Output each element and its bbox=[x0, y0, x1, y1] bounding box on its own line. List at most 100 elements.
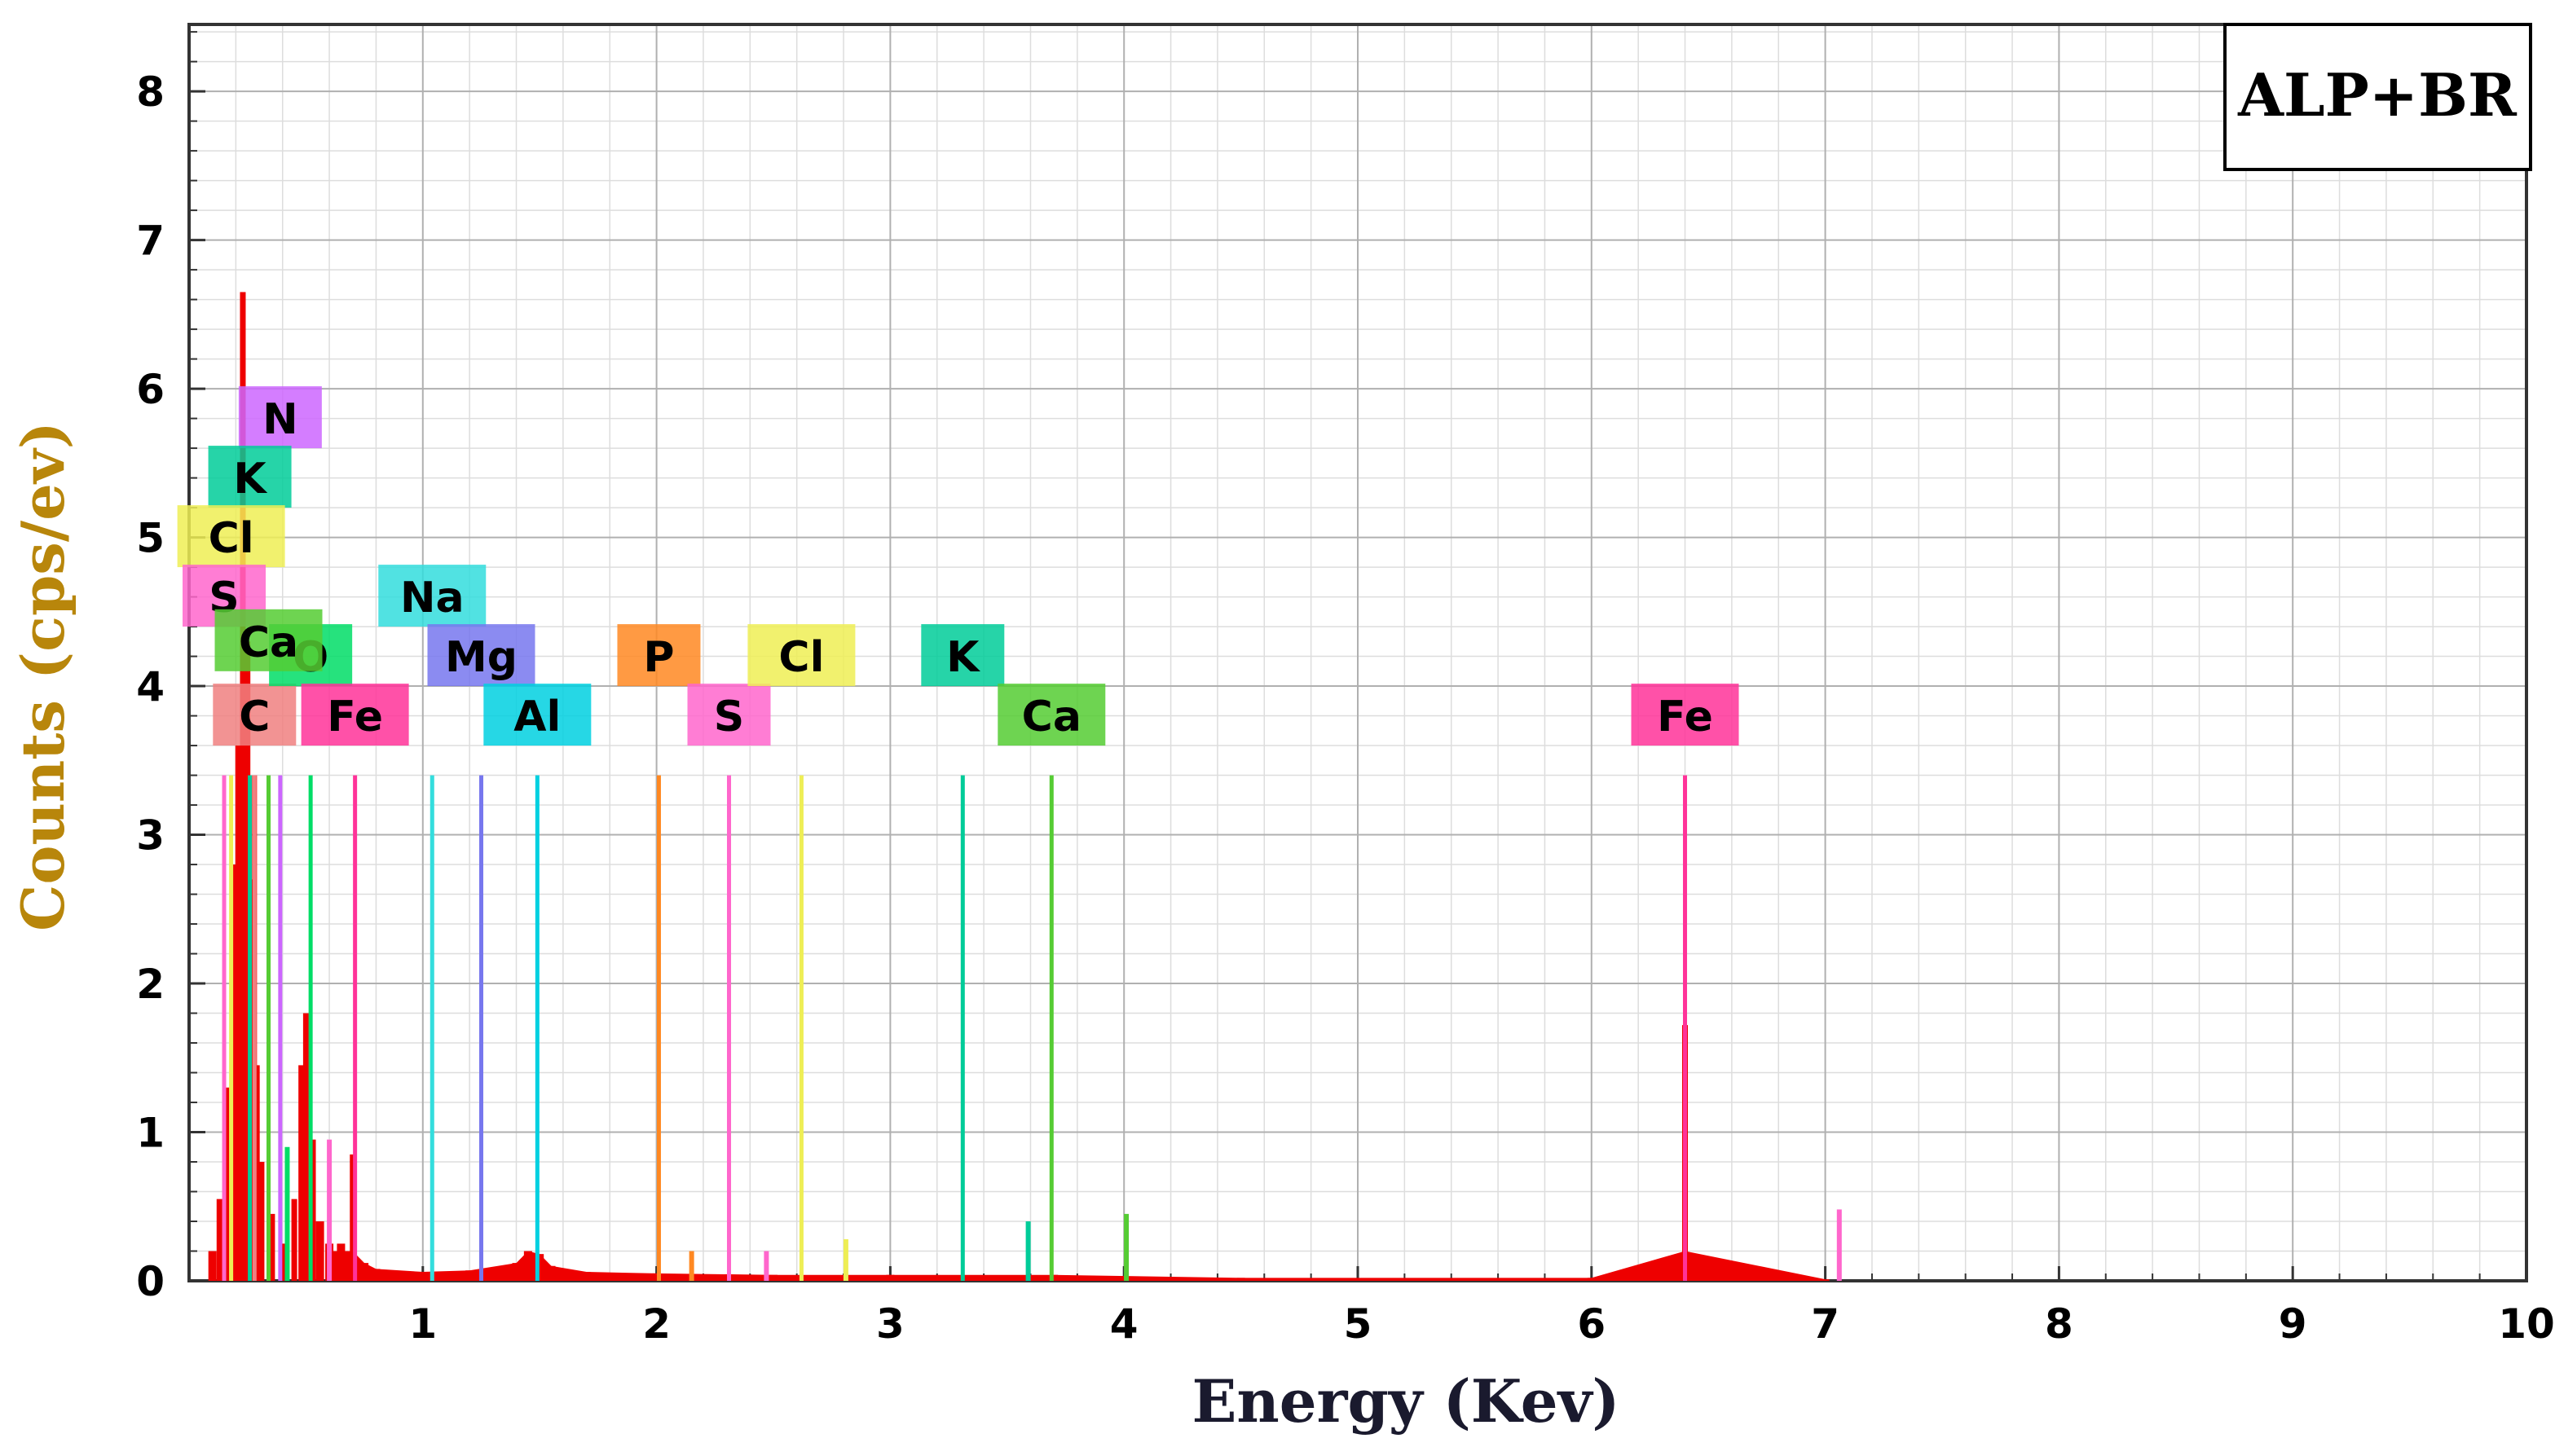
spectrum-bar bbox=[223, 1087, 230, 1281]
element-label-text: Cl bbox=[209, 514, 254, 563]
y-tick-label: 3 bbox=[136, 812, 165, 860]
element-line-n bbox=[278, 775, 283, 1281]
minor-peak-line bbox=[764, 1251, 769, 1281]
element-label-bg bbox=[998, 684, 1106, 746]
element-label-na: Na bbox=[378, 565, 487, 627]
element-label-bg bbox=[1631, 684, 1739, 746]
x-tick-label: 10 bbox=[2498, 1300, 2555, 1348]
element-line-s bbox=[727, 775, 732, 1281]
legend-frame bbox=[2223, 23, 2532, 171]
element-line-c bbox=[252, 775, 257, 1281]
element-line-k bbox=[960, 775, 965, 1281]
element-line-fe bbox=[353, 775, 358, 1281]
y-tick-label: 8 bbox=[136, 68, 165, 116]
major-gridlines bbox=[188, 24, 2527, 1282]
x-tick-label: 4 bbox=[1110, 1300, 1139, 1348]
element-label-n: N bbox=[238, 386, 322, 449]
x-tick-label: 8 bbox=[2045, 1300, 2073, 1348]
minor-peak-line bbox=[1124, 1213, 1130, 1281]
element-line-al bbox=[535, 775, 540, 1281]
element-label-bg bbox=[177, 505, 285, 568]
element-line-s bbox=[222, 775, 227, 1281]
element-label-text: Al bbox=[513, 693, 561, 741]
y-axis-title: Counts (cps/ev) bbox=[8, 421, 77, 931]
spectrum-bar bbox=[235, 746, 241, 1281]
x-tick-label: 9 bbox=[2279, 1300, 2307, 1348]
element-marker-lines bbox=[222, 775, 1688, 1281]
element-label-text: Fe bbox=[1657, 693, 1713, 741]
spectrum-bar bbox=[298, 1065, 305, 1281]
element-label-ca: Ca bbox=[214, 609, 323, 671]
x-tick-label: 7 bbox=[1811, 1300, 1839, 1348]
spectrum-bar bbox=[315, 1221, 324, 1281]
element-label-k: K bbox=[921, 624, 1005, 687]
element-label-bg bbox=[208, 446, 292, 508]
element-label-fe: Fe bbox=[1631, 684, 1739, 746]
x-tick-label: 1 bbox=[408, 1300, 437, 1348]
y-tick-label: 0 bbox=[136, 1258, 165, 1305]
element-line-na bbox=[430, 775, 434, 1281]
spectrum-bar bbox=[278, 1243, 287, 1281]
y-tick-label: 6 bbox=[136, 366, 165, 413]
spectrum-bar bbox=[258, 1162, 265, 1281]
spectrum-bar bbox=[267, 1213, 275, 1281]
element-label-bg bbox=[213, 684, 297, 746]
y-tick-label: 2 bbox=[136, 961, 165, 1008]
element-label-bg bbox=[617, 624, 701, 687]
element-label-k: K bbox=[208, 446, 292, 508]
x-axis-title: Energy (Kev) bbox=[1192, 1366, 1620, 1436]
spectrum-bar bbox=[291, 1199, 297, 1281]
y-tick-label: 5 bbox=[136, 515, 165, 562]
element-label-c: C bbox=[213, 684, 297, 746]
element-label-bg bbox=[747, 624, 856, 687]
element-label-bg bbox=[427, 624, 535, 687]
element-label-s: S bbox=[687, 684, 771, 746]
element-label-fe: Fe bbox=[301, 684, 409, 746]
element-line-o bbox=[308, 775, 313, 1281]
minor-peak-line bbox=[1836, 1209, 1842, 1281]
y-tick-label: 7 bbox=[136, 218, 165, 265]
minor-peak-line bbox=[843, 1238, 848, 1281]
element-label-text: Na bbox=[400, 574, 465, 622]
element-label-text: N bbox=[262, 395, 298, 444]
spectrum-bar bbox=[240, 292, 246, 1281]
minor-peak-line bbox=[327, 1139, 333, 1281]
x-tick-label: 2 bbox=[642, 1300, 671, 1348]
spectrum-bar bbox=[216, 1199, 222, 1281]
spectrum-bar bbox=[310, 1139, 316, 1281]
x-tick-label: 3 bbox=[876, 1300, 905, 1348]
spectrum-bar bbox=[302, 1013, 309, 1281]
y-axis-ticks: 0 1 2 3 4 5 6 7 8 bbox=[136, 31, 205, 1305]
x-tick-label: 6 bbox=[1577, 1300, 1606, 1348]
spectrum-bar bbox=[244, 641, 251, 1281]
spectrum-bar bbox=[230, 864, 236, 1281]
element-line-ca bbox=[267, 775, 271, 1281]
element-label-cl: Cl bbox=[747, 624, 856, 687]
element-label-bg bbox=[214, 609, 323, 671]
element-line-cl bbox=[799, 775, 804, 1281]
element-label-text: Mg bbox=[445, 633, 518, 682]
minor-peak-line bbox=[284, 1146, 290, 1281]
y-tick-label: 4 bbox=[136, 663, 165, 710]
element-label-text: C bbox=[239, 693, 270, 741]
element-line-p bbox=[656, 775, 661, 1281]
element-label-text: K bbox=[946, 633, 980, 682]
spectrum-bar bbox=[350, 1154, 356, 1281]
x-tick-label: 5 bbox=[1344, 1300, 1372, 1348]
element-label-ca: Ca bbox=[998, 684, 1106, 746]
element-line-fe bbox=[1683, 775, 1688, 1281]
element-label-al: Al bbox=[483, 684, 592, 746]
element-label-text: Fe bbox=[327, 693, 383, 741]
minor-peak-lines bbox=[252, 775, 1842, 1281]
minor-peak-line bbox=[689, 1251, 694, 1281]
element-labels: CNOFeNaMgAlPSClKCaFeKClSCa bbox=[177, 386, 1739, 746]
element-label-bg bbox=[483, 684, 592, 746]
y-tick-label: 1 bbox=[136, 1110, 165, 1157]
element-label-p: P bbox=[617, 624, 701, 687]
element-label-text: K bbox=[233, 455, 267, 504]
element-label-bg bbox=[238, 386, 322, 449]
legend-box: ALP+BR bbox=[2223, 23, 2532, 171]
element-label-cl: Cl bbox=[177, 505, 285, 568]
element-label-bg bbox=[921, 624, 1005, 687]
